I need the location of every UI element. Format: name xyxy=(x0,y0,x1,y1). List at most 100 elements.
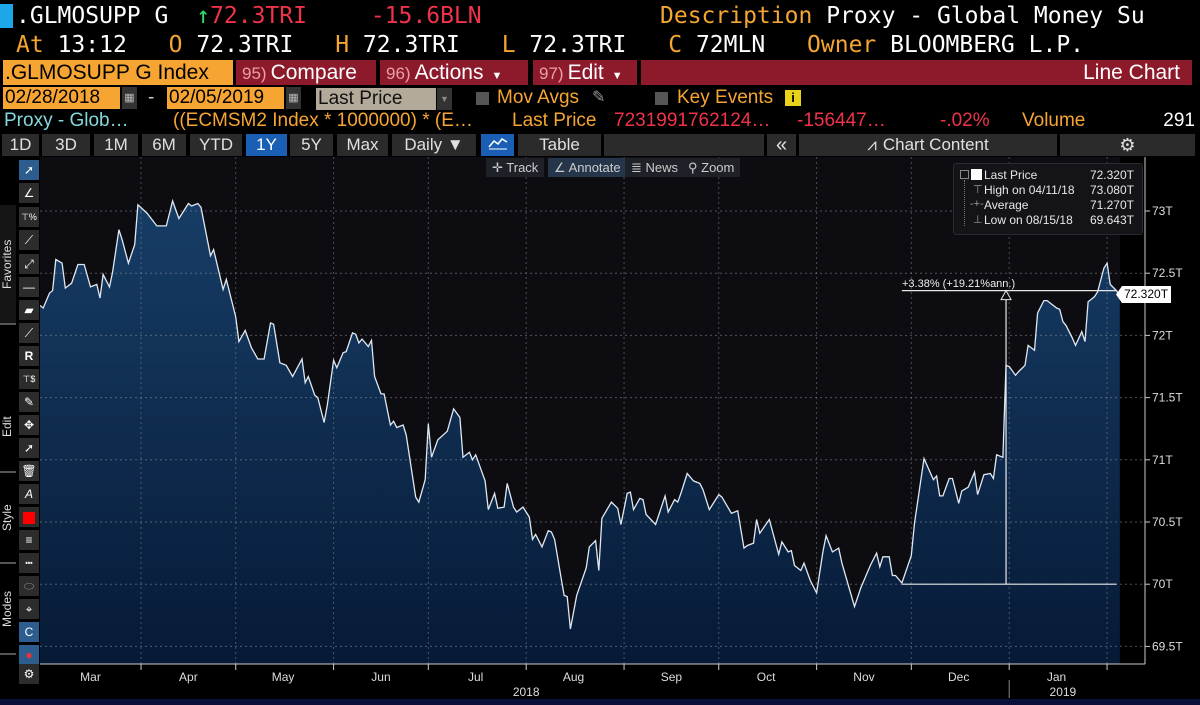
trendline-icon[interactable]: ⟋ xyxy=(19,230,39,250)
start-date-input[interactable]: 02/28/2018 xyxy=(3,87,120,109)
lock-crosshair-icon[interactable]: ⌖ xyxy=(19,599,39,619)
calendar-icon[interactable]: ▦ xyxy=(122,87,137,109)
y-tick-label: 72T xyxy=(1152,328,1173,342)
group-modes[interactable]: Modes xyxy=(0,565,16,655)
x-tick-label: Nov xyxy=(853,670,874,684)
high-label: H xyxy=(335,32,350,58)
zoom-tool[interactable]: ⚲ Zoom xyxy=(682,158,741,177)
annotation-label[interactable]: +3.38% (+19.21%ann.) xyxy=(902,278,1016,290)
time: 13:12 xyxy=(57,32,127,58)
crosshair-icon: ✛ xyxy=(492,160,507,175)
y-tick-label: 69.5T xyxy=(1152,639,1183,653)
period-1d[interactable]: 1D xyxy=(2,134,39,156)
chart-content-label: Chart Content xyxy=(882,135,989,154)
field-select[interactable]: Last Price xyxy=(316,88,436,110)
trash-icon[interactable]: 🗑 xyxy=(19,461,39,481)
compare-button[interactable]: 95) Compare xyxy=(236,60,376,85)
track-tool[interactable]: ✛ Track xyxy=(486,158,545,177)
news-label: News xyxy=(645,160,679,175)
x-tick-label: May xyxy=(272,670,295,684)
horizontal-line-icon[interactable]: — xyxy=(19,277,39,297)
chart-type-label: Line Chart xyxy=(1083,61,1180,84)
period-3d[interactable]: 3D xyxy=(42,134,90,156)
channel-icon[interactable]: ▰ xyxy=(19,300,39,320)
group-edit[interactable]: Edit xyxy=(0,383,16,473)
annotate-icon: ∠ xyxy=(554,160,569,175)
key-events-checkbox[interactable] xyxy=(655,92,668,105)
x-tick-label: Jun xyxy=(371,670,390,684)
message-bar xyxy=(0,699,1200,705)
key-events-label: Key Events xyxy=(677,87,774,108)
legend-high-value: 73.080T xyxy=(1089,183,1134,197)
series-formula: ((ECMSM2 Index * 1000000) * (E… xyxy=(173,110,473,131)
series-name[interactable]: Proxy - Glob… xyxy=(4,110,129,131)
period-1m[interactable]: 1M xyxy=(94,134,138,156)
chart-type-bar: Line Chart xyxy=(641,60,1192,85)
news-tool[interactable]: ≣ News xyxy=(625,158,685,177)
group-style[interactable]: Style xyxy=(0,474,16,564)
open-value: 72.3TRI xyxy=(196,32,294,58)
owner-value: BLOOMBERG L.P. xyxy=(890,32,1085,58)
percent-measure-icon[interactable]: ⊤% xyxy=(19,207,39,227)
line-style-icon[interactable]: ┅ xyxy=(19,553,39,573)
security-field[interactable]: .GLMOSUPP G Index xyxy=(3,60,233,85)
x-tick-label: Sep xyxy=(661,670,683,684)
ohlc-line: At 13:12 O 72.3TRI H 72.3TRI L 72.3TRI C… xyxy=(16,31,1084,59)
pencil-icon[interactable]: ✎ xyxy=(19,392,39,412)
info-icon[interactable]: i xyxy=(785,90,801,106)
select-add-icon[interactable]: ➚ xyxy=(19,438,39,458)
group-favorites[interactable]: Favorites xyxy=(0,205,16,325)
gear-icon[interactable]: ⚙ xyxy=(1060,134,1195,156)
legend-low-value: 69.643T xyxy=(1089,213,1134,227)
track-label: Track xyxy=(506,160,539,175)
text-style-icon[interactable]: A xyxy=(19,484,39,504)
table-button[interactable]: Table xyxy=(518,134,601,156)
chart-legend[interactable]: ⊤ -+- ⊥ Last Price 72.320T High on 04/11… xyxy=(953,163,1143,235)
price-measure-icon[interactable]: ⊤$ xyxy=(19,369,39,389)
calendar-icon[interactable]: ▦ xyxy=(286,87,301,109)
magnet-icon[interactable]: C xyxy=(19,622,39,642)
period-6m[interactable]: 6M xyxy=(142,134,186,156)
close-label: C xyxy=(668,32,683,58)
line-chart-icon[interactable] xyxy=(481,134,514,156)
move-icon[interactable]: ✥ xyxy=(19,415,39,435)
pointer-icon[interactable]: ➚ xyxy=(19,160,39,180)
period-5y[interactable]: 5Y xyxy=(290,134,333,156)
x-tick-label: Oct xyxy=(757,670,776,684)
annotate-icon[interactable]: ∠ xyxy=(19,183,39,203)
x-tick-label: Jan xyxy=(1047,670,1066,684)
owner-label: Owner xyxy=(807,32,877,58)
settings-icon[interactable]: ⚙ xyxy=(19,664,39,684)
collapse-button[interactable]: « xyxy=(767,134,796,156)
collapse-legend-icon[interactable] xyxy=(960,170,969,179)
description-label: Description xyxy=(660,3,813,29)
period-ytd[interactable]: YTD xyxy=(190,134,242,156)
actions-button[interactable]: 96) Actions ▼ xyxy=(380,60,528,85)
regression-icon[interactable]: R xyxy=(19,346,39,366)
color-picker-icon[interactable] xyxy=(19,507,39,527)
frequency-select[interactable]: Daily ▼ xyxy=(392,134,476,156)
series-field: Last Price xyxy=(512,110,597,131)
period-1y[interactable]: 1Y xyxy=(246,134,287,156)
segment-icon[interactable]: ⟋ xyxy=(19,323,39,343)
chevron-down-icon[interactable]: ▼ xyxy=(437,88,452,110)
ray-icon[interactable]: ⤢ xyxy=(19,254,39,274)
chart-content-button[interactable]: ⩘ Chart Content xyxy=(799,134,1057,156)
annotate-label: Annotate xyxy=(568,160,621,175)
actions-label: Actions xyxy=(414,61,484,84)
annotate-tool[interactable]: ∠ Annotate xyxy=(548,158,627,177)
volume-value: 291 xyxy=(1163,110,1195,131)
compare-label: Compare xyxy=(270,61,357,84)
x-tick-label: Aug xyxy=(563,670,584,684)
mov-avgs-checkbox[interactable] xyxy=(476,92,489,105)
lasso-icon[interactable]: ⬭ xyxy=(19,576,39,596)
edit-button[interactable]: 97) Edit ▼ xyxy=(533,60,637,85)
legend-high-label: High on 04/11/18 xyxy=(984,183,1075,197)
period-max[interactable]: Max xyxy=(337,134,388,156)
y-tick-label: 70.5T xyxy=(1152,515,1183,529)
line-width-icon[interactable]: ≡ xyxy=(19,530,39,550)
end-date-input[interactable]: 02/05/2019 xyxy=(167,87,284,109)
pencil-icon[interactable]: ✎ xyxy=(592,89,606,106)
color-mode-icon[interactable]: ● xyxy=(19,645,39,665)
